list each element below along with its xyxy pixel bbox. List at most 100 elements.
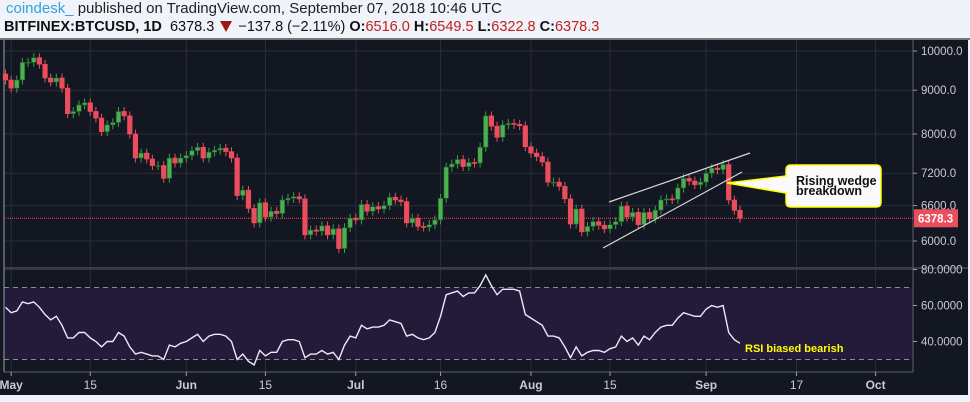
candle-body-up (115, 111, 122, 123)
candle-body-down (471, 162, 478, 164)
candle-body-down (313, 229, 319, 232)
candle (675, 183, 681, 204)
candle-body-down (731, 199, 737, 211)
candle-body-up (426, 224, 432, 228)
open-label: O: (349, 19, 366, 35)
candle-body-down (48, 77, 54, 83)
time-tick-label: 15 (603, 378, 617, 392)
rsi-axis[interactable]: 80.0000 60.0000 40.0000 (913, 265, 963, 349)
high-value: 6549.5 (429, 19, 474, 35)
candle-body-down (234, 157, 240, 196)
candle-body-down (392, 196, 398, 201)
price-tick-label: 6000.0 (921, 236, 956, 248)
candle (93, 107, 99, 123)
candle (245, 185, 252, 213)
price-chart[interactable]: Rising wedge breakdown RSI biased bearis… (0, 40, 970, 402)
wedge-lower-trendline[interactable] (602, 171, 743, 249)
candle (624, 201, 630, 222)
candle (590, 217, 596, 231)
candle-body-down (539, 156, 545, 163)
candle-body-down (375, 206, 382, 210)
candles (2, 53, 743, 254)
candle (149, 154, 156, 171)
candle (500, 120, 506, 142)
candle-body-up (358, 204, 365, 221)
candle-body-up (206, 151, 212, 159)
candle (132, 129, 139, 163)
candle-body-up (76, 104, 82, 112)
candle-body-up (31, 57, 37, 63)
candle-body-down (596, 221, 602, 226)
candle-body-down (274, 210, 280, 214)
price-tick-label: 7200.0 (921, 168, 956, 180)
candle-body-up (437, 198, 444, 221)
candle (25, 57, 31, 67)
candle (477, 142, 483, 168)
candle-body-down (223, 147, 229, 152)
candle (528, 142, 534, 158)
candle (714, 163, 720, 175)
candle-body-up (166, 157, 172, 179)
candle-body-up (347, 217, 353, 228)
rsi-tick-label: 40.0000 (921, 337, 963, 349)
candle-body-up (573, 208, 579, 225)
candle (550, 177, 557, 187)
time-tick-label: Jun (176, 378, 197, 392)
candle (144, 148, 150, 164)
candle-body-down (579, 208, 585, 233)
candle (567, 194, 574, 229)
candle-body-down (669, 198, 675, 201)
candle (432, 215, 438, 230)
candle (70, 107, 76, 119)
candle (731, 195, 737, 215)
candle-body-up (195, 146, 201, 151)
price-tick-label: 9000.0 (921, 85, 956, 97)
candle-body-up (268, 210, 274, 218)
candle-body-down (624, 205, 630, 218)
candle (607, 220, 613, 234)
candle (257, 198, 263, 228)
candle (573, 204, 579, 229)
candle (307, 225, 314, 240)
candle (161, 161, 167, 183)
time-tick-label: 15 (84, 378, 98, 392)
candle-body-up (483, 115, 489, 148)
wedge-upper-trendline[interactable] (608, 152, 751, 203)
candle-body-up (387, 196, 393, 206)
candle-body-up (178, 157, 184, 164)
close-label: C: (539, 19, 555, 35)
candle-body-down (562, 186, 568, 200)
candle-body-down (228, 151, 235, 159)
author-link[interactable]: coindesk_ (6, 0, 74, 17)
candle (618, 201, 624, 227)
candle-body-up (663, 198, 670, 201)
header-divider (0, 38, 970, 40)
candle (466, 158, 472, 172)
candle (613, 217, 619, 230)
candle (584, 221, 591, 237)
candle-body-up (381, 205, 387, 210)
candle-body-up (454, 159, 461, 165)
candle (268, 206, 274, 222)
last-price-tag (914, 209, 958, 228)
candle (364, 200, 370, 216)
candle (539, 152, 545, 167)
candle-body-up (70, 111, 76, 114)
candle-body-down (65, 87, 71, 114)
candle-body-down (251, 208, 257, 224)
candle-body-up (189, 150, 195, 156)
candle-body-up (307, 229, 314, 236)
candle-body-down (98, 117, 105, 132)
candle (669, 194, 675, 204)
candle-body-down (8, 79, 14, 89)
candle-body-up (697, 181, 704, 186)
candle (291, 192, 297, 203)
wedge-callout[interactable]: Rising wedge breakdown (726, 164, 882, 208)
candle-body-up (550, 181, 557, 184)
candle (155, 161, 161, 171)
time-axis[interactable]: May 15 Jun 15 Jul 16 Aug 15 Sep 17 Oct (0, 372, 886, 392)
candle-body-up (19, 62, 26, 81)
candle-body-down (601, 224, 607, 230)
symbol-legend: BITFINEX:BTCUSD, 1D 6378.3 −137.8 (−2.11… (4, 19, 599, 35)
time-tick-label: 15 (259, 378, 273, 392)
